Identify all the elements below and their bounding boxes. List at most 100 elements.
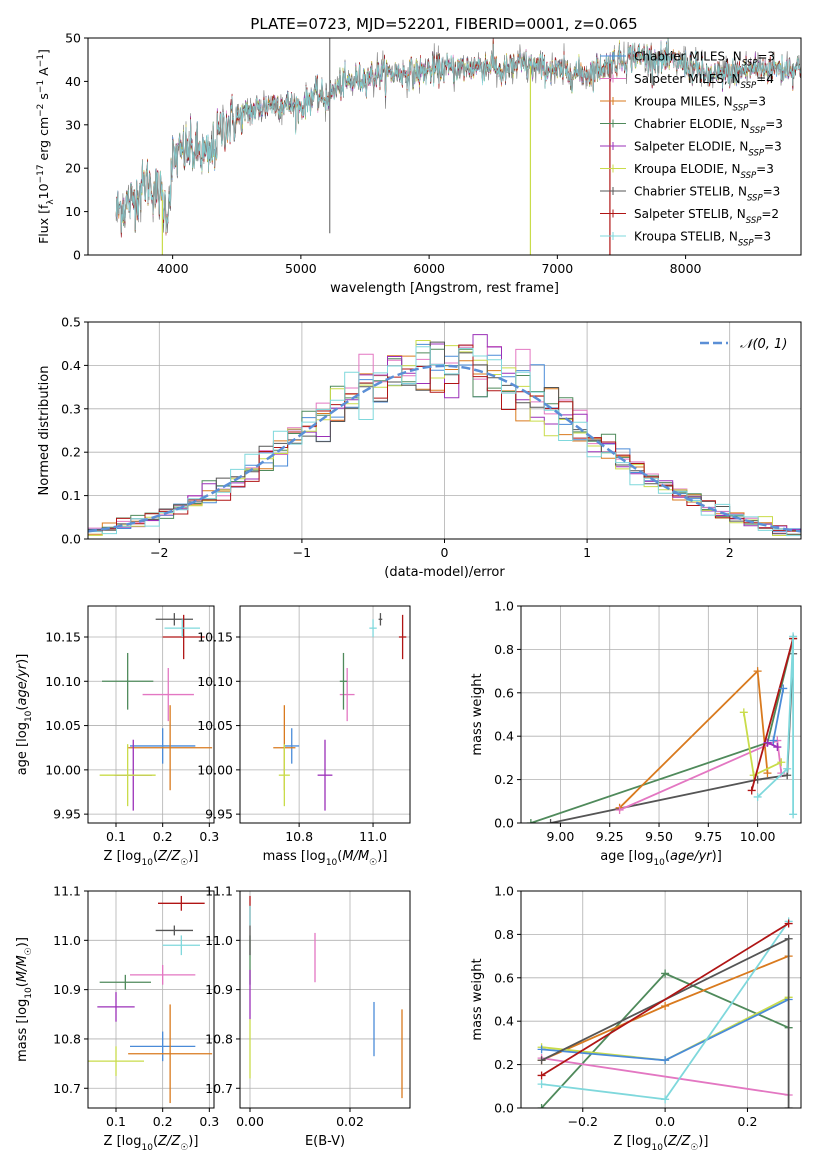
y-axis-label-part: s bbox=[36, 93, 51, 104]
x-tick-label: 4000 bbox=[157, 261, 189, 276]
weight-marker bbox=[763, 738, 772, 747]
x-axis-label-part: mass [ bbox=[263, 849, 306, 864]
axes-frame bbox=[520, 890, 802, 1109]
x-axis-label-part: / bbox=[166, 1134, 173, 1149]
y-tick-label: 10.10 bbox=[45, 674, 81, 689]
weight-marker bbox=[537, 1104, 546, 1108]
x-axis-label-part: ] bbox=[193, 849, 198, 864]
x-tick-label: 0.1 bbox=[106, 829, 126, 844]
x-tick-label: 9.50 bbox=[645, 829, 673, 844]
weight-marker bbox=[753, 667, 762, 676]
y-axis-label-part: / bbox=[15, 675, 30, 682]
legend-label-part: SSP bbox=[746, 216, 762, 226]
y-tick-label: 0.0 bbox=[61, 532, 81, 547]
weight-marker bbox=[739, 708, 748, 717]
x-axis-label-part: ) bbox=[698, 1134, 703, 1149]
y-tick-label: 9.95 bbox=[53, 807, 81, 822]
y-tick-label: 10.10 bbox=[197, 674, 233, 689]
x-axis-label-part: ( bbox=[665, 849, 670, 864]
y-tick-label: 10 bbox=[65, 204, 81, 219]
y-axis-label-part: mass [ bbox=[15, 1019, 30, 1062]
weight-marker bbox=[773, 743, 782, 752]
x-tick-label: 9.00 bbox=[547, 829, 575, 844]
x-tick-label: −0.2 bbox=[568, 1114, 598, 1129]
x-tick-label: 0 bbox=[441, 545, 449, 560]
legend-label: Chabrier ELODIE, NSSP=3 bbox=[634, 117, 783, 136]
weight-vs-metallicity-panel: −0.2 0.0 0.20.00.20.40.60.81.0Z [log10(Z/Z… bbox=[470, 884, 802, 1153]
x-axis-label: (data-model)/error bbox=[384, 565, 505, 580]
grid-lines bbox=[240, 606, 410, 823]
mass-vs-extinction-panel: 0.00 0.02 10.7 10.8 10.9 11.0 11.1 E(B-V) bbox=[205, 884, 411, 1149]
y-axis-label-part: λ bbox=[46, 199, 56, 205]
y-tick-label: 1.0 bbox=[494, 599, 514, 614]
x-axis-label-part: ) bbox=[712, 849, 717, 864]
figure-title: PLATE=0723, MJD=52201, FIBERID=0001, z=0… bbox=[250, 15, 637, 33]
x-axis-label-part: log bbox=[632, 1134, 652, 1149]
y-axis-label-part: ] bbox=[15, 654, 30, 659]
y-axis-label-part: ] bbox=[15, 937, 30, 942]
x-axis-label-part: E(B-V) bbox=[305, 1134, 345, 1149]
y-tick-label: 0.2 bbox=[61, 445, 81, 460]
x-axis-label: E(B-V) bbox=[305, 1134, 345, 1149]
normal-curve bbox=[88, 364, 801, 533]
legend-label-part: =3 bbox=[763, 185, 781, 199]
x-axis-label-part: (data-model)/error bbox=[384, 565, 505, 580]
x-tick-label: 0.0 bbox=[655, 1114, 675, 1129]
x-axis-label-part: log bbox=[122, 1134, 142, 1149]
x-tick-label: −2 bbox=[150, 545, 168, 560]
x-axis-label-part: ( bbox=[337, 849, 342, 864]
weight-marker bbox=[784, 1104, 793, 1108]
legend-label: 𝒩(0, 1) bbox=[740, 337, 787, 352]
y-tick-label: 9.95 bbox=[205, 807, 233, 822]
y-axis-label-part: log bbox=[15, 999, 30, 1019]
x-axis-label: wavelength [Angstrom, rest frame] bbox=[330, 281, 559, 296]
legend-label-part: SSP bbox=[742, 59, 758, 69]
x-axis-label-part: ☉ bbox=[690, 1143, 698, 1153]
x-axis-label-part: ) bbox=[188, 849, 193, 864]
legend-label-part: =3 bbox=[764, 140, 782, 154]
axes: 0.1 0.2 0.310.710.810.911.011.1Z [log10(Z/… bbox=[15, 884, 219, 1154]
x-tick-label: 1 bbox=[583, 545, 591, 560]
legend-label-part: =3 bbox=[757, 50, 775, 64]
y-axis-label: mass weight bbox=[470, 673, 485, 755]
y-axis-label-part: / bbox=[15, 965, 30, 972]
x-axis-label-part: ] bbox=[193, 1134, 198, 1149]
weight-line bbox=[541, 922, 790, 1077]
weight-marker bbox=[789, 810, 798, 819]
grid-lines bbox=[88, 606, 214, 823]
y-tick-label: 10.15 bbox=[197, 630, 233, 645]
x-axis-label-part: log bbox=[634, 849, 654, 864]
y-tick-label: 10.7 bbox=[53, 1081, 81, 1096]
y-axis-label: Normed distribution bbox=[37, 366, 52, 496]
legend-label-part: Chabrier STELIB, N bbox=[634, 185, 747, 199]
axes: 10.8 11.0 9.95 10.00 10.05 10.10 10.15 mass [lo… bbox=[197, 605, 411, 868]
y-axis-label-part: 10 bbox=[24, 987, 34, 999]
plot-area bbox=[526, 632, 798, 823]
y-tick-label: 0.6 bbox=[494, 685, 514, 700]
y-tick-label: 0.4 bbox=[61, 358, 81, 373]
x-tick-label: 2 bbox=[726, 545, 734, 560]
y-tick-label: 10.00 bbox=[45, 762, 81, 777]
axes: −2 −1 0 1 2 0.0 0.1 0.2 0.3 0.4 0.5 (data-model)/er… bbox=[37, 315, 802, 580]
legend-label-part: Kroupa MILES, N bbox=[634, 95, 733, 109]
grid-lines bbox=[521, 605, 801, 824]
x-tick-label: 11.0 bbox=[359, 829, 387, 844]
x-axis-label-part: ] bbox=[382, 849, 387, 864]
weight-marker bbox=[753, 792, 762, 801]
y-tick-label: 11.0 bbox=[53, 933, 81, 948]
x-axis-label-part: ] bbox=[703, 1134, 708, 1149]
plot-area bbox=[88, 895, 213, 1104]
x-tick-label: 0.3 bbox=[199, 1114, 219, 1129]
weight-marker bbox=[537, 1080, 546, 1089]
y-tick-label: 0.6 bbox=[494, 970, 514, 985]
axes: 4000 5000 6000 7000 8000 0 10 20 30 40 50 wavelengt… bbox=[36, 31, 802, 296]
y-tick-label: 0.1 bbox=[61, 488, 81, 503]
y-tick-label: 10.00 bbox=[197, 762, 233, 777]
weight-marker bbox=[615, 805, 624, 814]
legend-label-part: SSP bbox=[741, 81, 757, 91]
x-axis-label-part: ) bbox=[377, 849, 382, 864]
y-axis-label-part: ☉ bbox=[24, 947, 34, 955]
weight-marker bbox=[763, 769, 772, 778]
y-axis-label: Flux [fλ10−17 erg cm−2 s−1 A−1] bbox=[36, 49, 56, 244]
plot-area bbox=[115, 38, 801, 255]
